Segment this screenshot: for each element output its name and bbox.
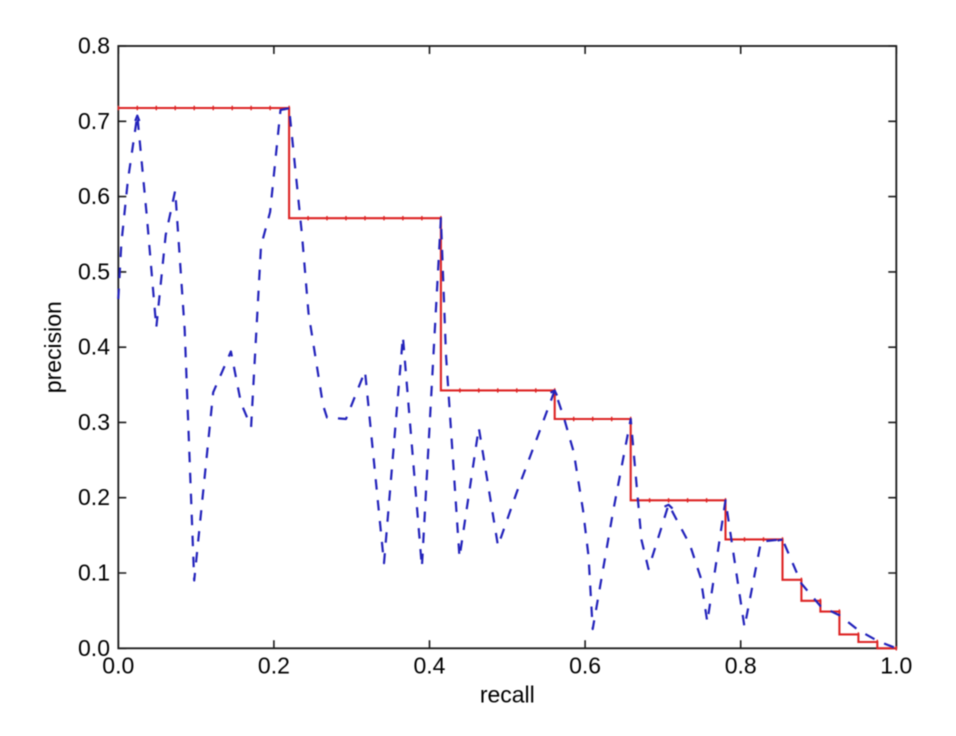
svg-text:precision: precision [40,301,66,393]
svg-text:0.1: 0.1 [78,560,110,586]
svg-text:0.2: 0.2 [258,653,290,679]
svg-text:0.6: 0.6 [569,653,601,679]
svg-text:0.8: 0.8 [725,653,757,679]
svg-text:0.8: 0.8 [78,33,110,59]
svg-text:0.7: 0.7 [78,108,110,134]
svg-text:0.4: 0.4 [414,653,446,679]
svg-text:0.2: 0.2 [78,484,110,510]
svg-text:0.0: 0.0 [102,653,134,679]
svg-text:1.0: 1.0 [880,653,912,679]
svg-text:0.6: 0.6 [78,183,110,209]
svg-text:recall: recall [480,682,535,708]
svg-text:0.5: 0.5 [78,258,110,284]
svg-text:0.3: 0.3 [78,409,110,435]
svg-text:0.0: 0.0 [78,635,110,661]
svg-text:0.4: 0.4 [78,334,110,360]
